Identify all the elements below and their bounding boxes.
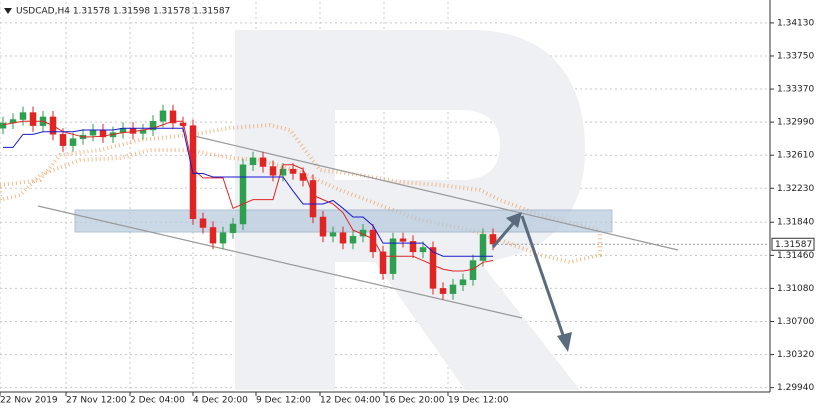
y-tick-label: 1.31840	[777, 218, 814, 228]
candle-body	[269, 166, 277, 176]
y-tick-label: 1.30700	[777, 317, 814, 327]
candle-body	[409, 241, 417, 253]
y-tick-label: 1.32610	[777, 151, 814, 161]
candle-body	[369, 229, 377, 253]
y-tick-label: 1.33370	[777, 85, 814, 95]
x-tick-label: 4 Dec 20:00	[193, 396, 248, 406]
candle-body	[309, 180, 317, 218]
channel-upper	[189, 134, 679, 251]
candle-body	[159, 110, 167, 122]
price-marks	[0, 104, 497, 300]
candle-body	[89, 129, 97, 136]
candle-body	[449, 284, 457, 294]
candle-body	[259, 157, 267, 167]
candle-body	[379, 251, 387, 274]
chart-title: USDCAD,H4 1.31578 1.31598 1.31578 1.3158…	[16, 7, 230, 17]
candle-body	[29, 112, 37, 126]
candle-body	[319, 216, 327, 237]
candle-body	[209, 227, 217, 244]
candle-body	[459, 279, 467, 286]
y-tick-label: 1.31460	[777, 251, 814, 261]
candle-body	[249, 157, 257, 166]
candle-body	[419, 247, 427, 253]
axes: 1.34130 1.33750 1.33370 1.32990 1.32610 1.322…	[0, 18, 815, 406]
last-price-box	[771, 237, 815, 251]
candle-body	[59, 134, 67, 146]
candle-body	[289, 168, 297, 174]
channel-lower	[37, 205, 523, 319]
candle-body	[149, 121, 157, 131]
y-tick-label: 1.32230	[777, 184, 814, 194]
y-tick-label: 1.34130	[777, 18, 814, 28]
candle-body	[19, 112, 27, 120]
indicator-line	[3, 127, 493, 257]
candle-body	[349, 235, 357, 244]
candle-body	[229, 223, 237, 233]
x-tick-label: 19 Dec 12:00	[448, 396, 509, 406]
candle-body	[429, 247, 437, 289]
candle-body	[329, 232, 337, 237]
symbol-menu-icon[interactable]	[4, 8, 12, 14]
x-tick-label: 27 Nov 12:00	[66, 396, 127, 406]
ichimoku-cloud	[0, 122, 602, 265]
candle-body	[199, 218, 207, 228]
last-price-label: 1.31587	[775, 240, 812, 250]
x-tick-label: 2 Dec 04:00	[130, 396, 185, 406]
candle-body	[489, 234, 497, 245]
candle-body	[479, 234, 487, 261]
x-tick-label: 16 Dec 20:00	[384, 396, 445, 406]
x-tick-label: 12 Dec 04:00	[320, 396, 381, 406]
forecast-arrows	[491, 212, 572, 352]
x-tick-label: 9 Dec 12:00	[256, 396, 311, 406]
candle-body	[399, 238, 407, 242]
y-tick-label: 1.31080	[777, 284, 814, 294]
candle-body	[339, 232, 347, 244]
y-tick-label: 1.32990	[777, 118, 814, 128]
y-tick-label: 1.29940	[777, 383, 814, 393]
y-tick-label: 1.33750	[777, 51, 814, 61]
x-tick-label: 22 Nov 2019	[0, 396, 58, 406]
candle-body	[439, 288, 447, 294]
candle-body	[219, 232, 227, 244]
candle-body	[239, 164, 247, 225]
candle-body	[0, 122, 7, 129]
candle-body	[169, 110, 177, 124]
candle-body	[279, 168, 287, 176]
candle-body	[69, 138, 77, 146]
y-tick-label: 1.30320	[777, 350, 814, 360]
indicator-line	[2, 120, 494, 272]
